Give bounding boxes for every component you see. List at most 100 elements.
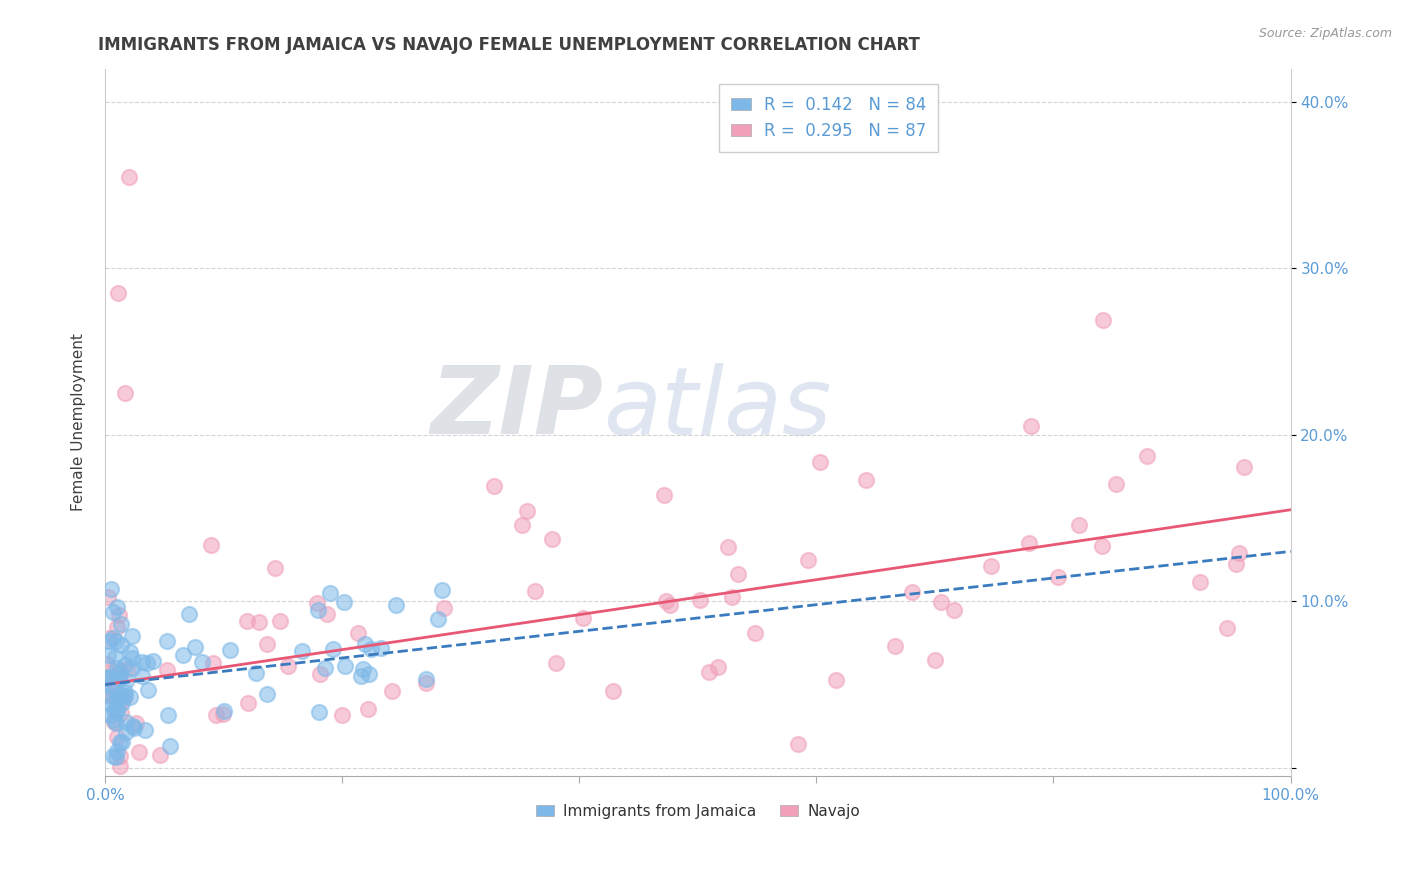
Point (808, 455, 831, 469)
Point (330, 708, 353, 723)
Text: Source: ZipAtlas.com: Source: ZipAtlas.com (1258, 27, 1392, 40)
Point (155, 633, 177, 648)
Point (98, 634, 121, 648)
Point (655, 594, 678, 608)
Point (200, 538, 222, 552)
Point (1105, 476, 1128, 491)
Point (110, 688, 132, 702)
Point (236, 696, 259, 710)
Point (108, 688, 131, 702)
Point (359, 667, 381, 681)
Point (110, 759, 132, 773)
Point (96, 590, 118, 604)
Point (370, 641, 392, 656)
Point (1069, 517, 1091, 532)
Point (97, 648, 120, 662)
Point (108, 748, 131, 763)
Point (131, 655, 153, 669)
Point (1233, 460, 1256, 475)
Point (426, 612, 449, 626)
Point (786, 737, 808, 751)
Point (264, 561, 287, 575)
Point (290, 643, 312, 657)
Point (335, 659, 357, 673)
Point (510, 518, 533, 533)
Point (110, 616, 132, 631)
Point (516, 504, 538, 518)
Y-axis label: Female Unemployment: Female Unemployment (72, 334, 86, 511)
Point (433, 600, 456, 615)
Point (101, 631, 124, 645)
Point (523, 583, 546, 598)
Point (689, 592, 711, 607)
Point (97, 665, 120, 679)
Point (110, 665, 132, 679)
Point (309, 667, 332, 681)
Point (96, 671, 118, 685)
Point (219, 643, 242, 657)
Point (322, 641, 344, 656)
Point (924, 653, 946, 667)
Point (1019, 419, 1042, 434)
Point (1227, 546, 1250, 560)
Point (184, 640, 207, 654)
Point (108, 608, 131, 623)
Point (1091, 539, 1114, 553)
Point (901, 585, 924, 599)
Point (697, 665, 720, 680)
Point (346, 625, 368, 640)
Point (117, 169, 139, 184)
Point (118, 645, 141, 659)
Point (360, 641, 382, 656)
Point (380, 684, 402, 698)
Point (110, 638, 132, 652)
Point (114, 386, 136, 401)
Point (101, 678, 124, 692)
Point (115, 673, 138, 688)
Point (114, 690, 136, 704)
Point (236, 614, 259, 628)
Point (205, 707, 228, 722)
Point (100, 582, 122, 596)
Point (546, 656, 568, 670)
Point (256, 637, 278, 651)
Point (269, 614, 291, 628)
Point (354, 636, 377, 650)
Point (128, 745, 150, 759)
Text: ZIP: ZIP (430, 362, 603, 454)
Point (314, 661, 336, 675)
Point (136, 682, 159, 697)
Point (652, 488, 675, 502)
Point (101, 681, 124, 696)
Point (105, 620, 128, 634)
Point (179, 607, 201, 622)
Point (357, 702, 380, 716)
Point (1092, 312, 1115, 326)
Point (96, 657, 118, 671)
Legend: Immigrants from Jamaica, Navajo: Immigrants from Jamaica, Navajo (530, 798, 866, 825)
Point (112, 692, 135, 706)
Point (727, 567, 749, 582)
Point (415, 672, 437, 686)
Point (1018, 536, 1040, 550)
Point (103, 650, 125, 665)
Point (706, 660, 728, 674)
Point (1189, 574, 1212, 589)
Point (855, 473, 877, 487)
Point (256, 687, 278, 701)
Point (115, 725, 138, 739)
Point (108, 672, 131, 686)
Point (115, 714, 138, 729)
Point (1136, 449, 1159, 463)
Point (1225, 557, 1247, 571)
Point (114, 685, 136, 699)
Point (121, 651, 143, 665)
Point (103, 715, 125, 730)
Point (319, 586, 342, 600)
Point (105, 701, 128, 715)
Point (110, 706, 132, 721)
Text: IMMIGRANTS FROM JAMAICA VS NAVAJO FEMALE UNEMPLOYMENT CORRELATION CHART: IMMIGRANTS FROM JAMAICA VS NAVAJO FEMALE… (98, 36, 921, 54)
Point (97, 690, 120, 704)
Point (159, 739, 181, 753)
Point (883, 640, 905, 654)
